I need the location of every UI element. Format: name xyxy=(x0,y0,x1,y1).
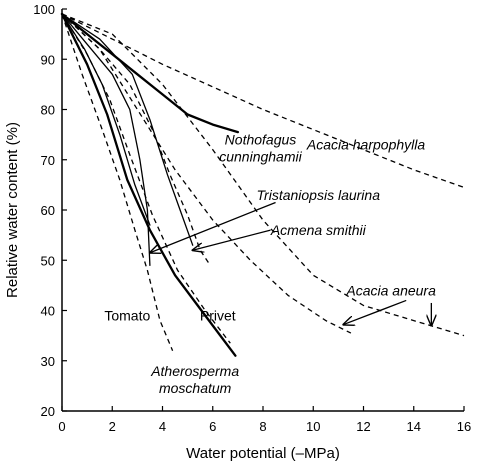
series-line-unlabeled-10 xyxy=(61,13,151,226)
x-tick-label: 4 xyxy=(159,419,166,434)
x-tick-label: 16 xyxy=(457,419,471,434)
series-line-tomato xyxy=(61,13,174,351)
annotation-arrow xyxy=(343,299,407,324)
x-tick-label: 10 xyxy=(306,419,320,434)
y-axis-label: Relative water content (%) xyxy=(4,122,21,298)
series-annotation-atherosperma-moschatum: Atherosperma moschatum xyxy=(150,363,239,396)
series-annotation-acmena-smithii: Acmena smithii xyxy=(270,222,367,238)
y-ticks: 20 30 40 50 60 70 80 90 100 xyxy=(33,2,67,419)
y-tick-label: 20 xyxy=(41,404,55,419)
y-tick-label: 40 xyxy=(41,304,55,319)
series-line-acacia-aneura xyxy=(61,13,465,337)
x-tick-label: 2 xyxy=(109,419,116,434)
arrow-layer xyxy=(150,201,431,325)
y-tick-label: 30 xyxy=(41,354,55,369)
x-tick-label: 0 xyxy=(58,419,65,434)
x-tick-label: 12 xyxy=(356,419,370,434)
series-line-acmena-smithii xyxy=(61,13,194,246)
x-ticks: 0 2 4 6 8 10 12 14 16 xyxy=(58,406,471,434)
x-tick-label: 14 xyxy=(407,419,421,434)
x-axis-label: Water potential (–MPa) xyxy=(186,445,340,462)
series-annotation-tristaniopsis-laurina: Tristaniopsis laurina xyxy=(257,187,381,203)
series-annotation-acacia-harpophylla: Acacia harpophylla xyxy=(306,137,426,153)
series-annotation-tomato: Tomato xyxy=(104,308,150,324)
y-tick-label: 60 xyxy=(41,203,55,218)
y-tick-label: 50 xyxy=(41,253,55,268)
series-annotation-nothofagus-cunninghamii: Nothofagus cunninghamii xyxy=(219,132,302,165)
y-tick-label: 70 xyxy=(41,153,55,168)
series-line-unlabeled-5 xyxy=(61,13,352,334)
y-tick-label: 90 xyxy=(41,52,55,67)
series-annotation-privet: Privet xyxy=(200,308,236,324)
x-tick-label: 6 xyxy=(209,419,216,434)
annotation-arrow xyxy=(193,229,271,250)
series-layer xyxy=(60,12,465,357)
series-line-atherosperma-moschatum xyxy=(60,12,237,357)
series-annotation-acacia-aneura: Acacia aneura xyxy=(345,282,436,298)
series-line-nothofagus-cunninghamii xyxy=(60,12,240,134)
y-tick-label: 80 xyxy=(41,103,55,118)
y-tick-label: 100 xyxy=(33,2,55,17)
annotation-arrow xyxy=(150,201,276,252)
series-line-tristaniopsis-laurina xyxy=(61,13,151,266)
series-line-acacia-harpophylla xyxy=(61,13,465,189)
x-tick-label: 8 xyxy=(259,419,266,434)
